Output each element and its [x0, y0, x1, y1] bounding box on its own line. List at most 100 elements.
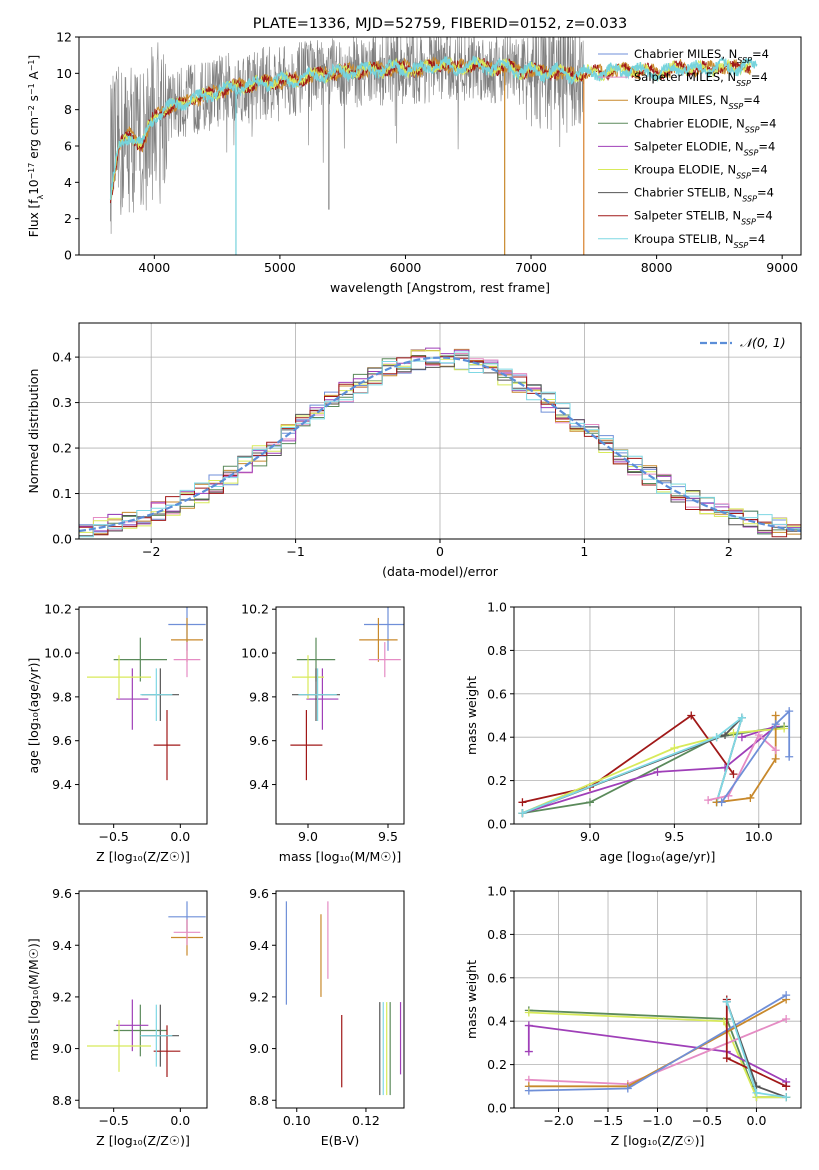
series-marker [524, 1047, 533, 1056]
x-tick-label: −1 [286, 544, 304, 559]
y-tick-label: 6 [64, 139, 72, 154]
weight-series [518, 711, 738, 807]
y-tick-label: 9.4 [52, 938, 72, 953]
weight-series [524, 991, 791, 1095]
weight-series [704, 731, 780, 805]
axes-frame [78, 890, 208, 1109]
x-axis-label: Z [log₁₀(Z/Z☉)] [96, 1133, 190, 1148]
y-tick-label: 0.8 [487, 643, 507, 658]
series-marker [782, 1082, 791, 1091]
series-marker [771, 746, 780, 755]
errorbar-point [113, 1004, 167, 1057]
y-tick-label: 2 [64, 211, 72, 226]
mass_vs_Z-panel: −0.5 0.0 8.8 9.0 9.2 9.4 9.6 Z [log₁₀(Z/Z☉)] mas… [26, 886, 208, 1148]
series-marker [746, 793, 755, 802]
x-axis-label: mass [log₁₀(M/M☉)] [279, 849, 401, 864]
legend-label-sub: SSP [745, 125, 760, 134]
y-axis-label-part: 10 [27, 180, 41, 195]
series-marker [518, 798, 527, 807]
legend-label-suffix: =4 [757, 186, 774, 200]
legend-label: Chabrier ELODIE, NSSP=4 [634, 116, 776, 134]
x-tick-label: −0.5 [98, 1113, 128, 1128]
series-marker [524, 1008, 533, 1017]
y-tick-label: 0.2 [52, 441, 72, 456]
y-tick-label: 10.0 [44, 646, 72, 661]
y-tick-label: 0.6 [487, 686, 507, 701]
y-tick-label: 0.4 [52, 350, 72, 365]
y-tick-label: 9.2 [52, 989, 72, 1004]
x-tick-label: 0.0 [170, 829, 190, 844]
errorbar-plot [290, 607, 404, 781]
legend-label-suffix: =4 [748, 232, 765, 246]
legend-label: Kroupa MILES, NSSP=4 [634, 93, 760, 111]
y-axis-label-part: erg cm [27, 117, 41, 163]
errorbar-point [140, 1004, 173, 1067]
y-axis-label-part: Flux [f [27, 199, 41, 237]
y-tick-label: 0.0 [487, 817, 507, 832]
x-tick-label: 9.5 [378, 829, 398, 844]
errorbar-plot [87, 607, 206, 781]
errorbar-point [364, 607, 404, 651]
errorbar-point [116, 668, 149, 730]
legend-label-suffix: =4 [752, 47, 769, 61]
legend-label-suffix: =4 [751, 163, 768, 177]
legend-label-sub: SSP [744, 148, 759, 157]
x-tick-label: 0.0 [170, 1113, 190, 1128]
series-marker [785, 707, 794, 716]
hist-plot [79, 347, 801, 538]
x-tick-label: −2.0 [543, 1113, 573, 1128]
y-tick-label: 9.8 [52, 689, 72, 704]
y-axis-label-part: −1 [27, 83, 36, 95]
errorbar-plot [285, 901, 402, 1096]
legend-label-sub: SSP [736, 79, 751, 88]
y-axis-label-part: −2 [27, 105, 36, 117]
series-line [716, 715, 777, 804]
errorbar-point [153, 710, 181, 781]
legend-label: Kroupa STELIB, NSSP=4 [634, 232, 765, 250]
legend-label-sub: SSP [734, 240, 749, 249]
spectrum-data-line [110, 37, 584, 234]
y-tick-label: 0.0 [52, 532, 72, 547]
y-tick-label: 8.8 [52, 1093, 72, 1108]
series-marker [585, 798, 594, 807]
y-axis-label: age [log₁₀(age/yr)] [26, 658, 41, 774]
series-marker [704, 796, 713, 805]
y-tick-label: 9.4 [52, 777, 72, 792]
model-spectrum-line [109, 55, 758, 200]
legend-label-suffix: =4 [758, 139, 775, 153]
x-tick-label: 9.0 [298, 829, 318, 844]
weight-series [518, 722, 789, 818]
series-marker [785, 752, 794, 761]
x-tick-label: 9000 [766, 260, 798, 275]
age_vs_Z-panel: −0.5 0.0 9.4 9.6 9.8 10.0 10.2 Z [log₁₀(Z/Z☉)] a… [26, 602, 208, 864]
series-marker [752, 1088, 761, 1097]
legend-label-sub: SSP [736, 171, 751, 180]
series-marker [670, 744, 679, 753]
y-axis-label-part: −17 [27, 163, 36, 180]
y-axis-label-part: s [27, 95, 41, 105]
x-tick-label: 4000 [138, 260, 170, 275]
legend-label: Salpeter ELODIE, NSSP=4 [634, 139, 775, 157]
y-tick-label: 9.0 [52, 1041, 72, 1056]
x-axis-label: wavelength [Angstrom, rest frame] [330, 280, 550, 295]
weight-series [722, 997, 791, 1102]
legend-label-sub: SSP [742, 194, 757, 203]
series-line [720, 709, 791, 803]
errorbar-point [173, 919, 201, 946]
weight-series [518, 713, 746, 818]
errorbar-point [87, 1020, 151, 1072]
y-tick-label: 0.6 [487, 970, 507, 985]
legend-label: 𝒩(0, 1) [740, 335, 786, 350]
y-tick-label: 10.0 [241, 646, 269, 661]
y-axis-label: Normed distribution [26, 369, 41, 494]
series-marker [729, 728, 738, 737]
y-tick-label: 0 [64, 248, 72, 263]
weight-series [518, 724, 789, 818]
legend-label-sub: SSP [741, 217, 756, 226]
y-tick-label: 1.0 [487, 600, 507, 615]
x-tick-label: 9.5 [664, 829, 684, 844]
model-spectrum-line [109, 56, 752, 200]
weight-series [712, 711, 780, 807]
